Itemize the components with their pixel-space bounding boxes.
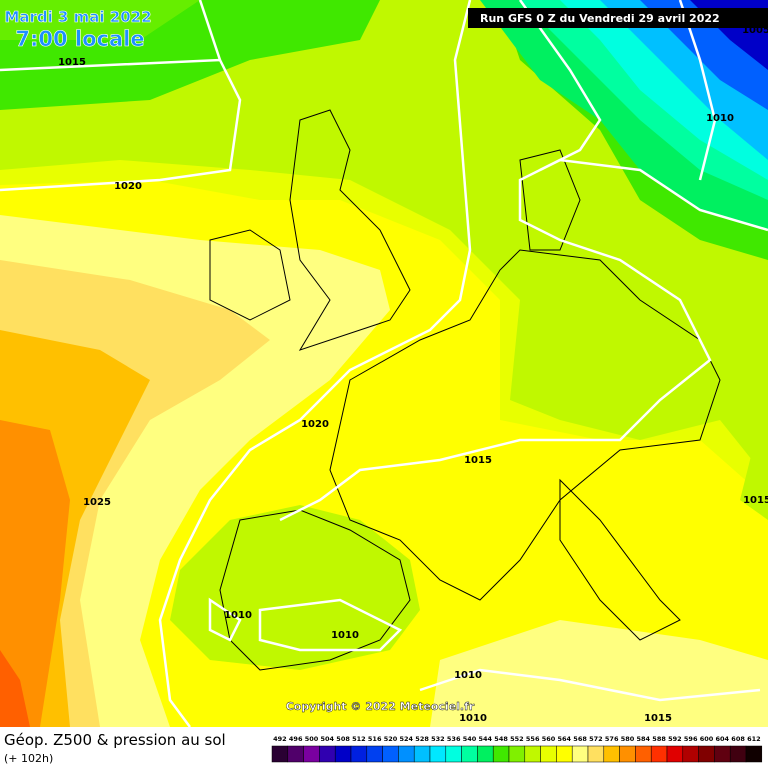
legend-swatch [666, 745, 684, 763]
legend-swatch [587, 745, 605, 763]
isobars [0, 0, 768, 702]
legend-swatch [745, 745, 763, 763]
legend-label: 592 [668, 735, 682, 743]
legend-swatch [445, 745, 462, 763]
legend-label: 552 [510, 735, 524, 743]
legend-swatch [492, 745, 510, 763]
legend-swatch [556, 745, 573, 763]
legend-label: 600 [700, 735, 714, 743]
legend-label: 524 [400, 735, 414, 743]
coastlines [209, 109, 721, 671]
legend-swatch [682, 745, 699, 763]
legend-label: 496 [289, 735, 303, 743]
legend: 492 496 500 504 508 512 516 520 524 528 532 536 540 5… [271, 735, 763, 763]
run-box [468, 8, 768, 28]
legend-label: 572 [589, 735, 603, 743]
legend-label: 604 [716, 735, 730, 743]
time: 7:00 locale [15, 27, 144, 51]
legend-label: 540 [463, 735, 477, 743]
legend-swatch [698, 745, 715, 763]
copyright: Copyright © 2022 Meteociel.fr [286, 700, 475, 713]
isobar-label: 1015 [743, 495, 768, 506]
legend-label: 528 [415, 735, 429, 743]
legend-swatch [398, 745, 415, 763]
isobar-label: 1010 [454, 670, 482, 681]
date: Mardi 3 mai 2022 [4, 8, 151, 26]
legend-swatch [271, 745, 289, 763]
legend-swatch [508, 745, 526, 763]
legend-label: 568 [573, 735, 587, 743]
isobar-label: 1005 [742, 25, 768, 36]
legend-swatch [619, 745, 636, 763]
legend-swatch [382, 745, 399, 763]
isobar-label: 1015 [58, 57, 86, 68]
legend-label: 584 [637, 735, 651, 743]
footer-title: Géop. Z500 & pression au sol [4, 731, 226, 749]
legend-label: 556 [526, 735, 540, 743]
legend-label: 492 [273, 735, 287, 743]
legend-swatch [477, 745, 494, 763]
legend-label: 612 [747, 735, 761, 743]
footer-lead: (+ 102h) [4, 752, 53, 765]
legend-label: 576 [605, 735, 619, 743]
legend-label: 532 [431, 735, 445, 743]
legend-swatch [650, 745, 668, 763]
legend-label: 504 [321, 735, 335, 743]
legend-swatch [714, 745, 731, 763]
legend-label: 580 [621, 735, 635, 743]
legend-label: 516 [368, 735, 382, 743]
legend-swatch [413, 745, 431, 763]
legend-swatch [603, 745, 620, 763]
legend-swatch [350, 745, 368, 763]
isobar-label: 1015 [644, 713, 672, 724]
field [0, 0, 768, 727]
legend-label: 608 [731, 735, 745, 743]
legend-swatch [287, 745, 304, 763]
isobar-label: 1010 [224, 610, 252, 621]
isobar-label: 1010 [331, 630, 359, 641]
legend-label: 536 [447, 735, 461, 743]
isobar-label: 1020 [114, 181, 142, 192]
isobar-label: 1010 [706, 113, 734, 124]
legend-label: 512 [352, 735, 366, 743]
legend-label: 544 [479, 735, 493, 743]
isobar-label: 1010 [459, 713, 487, 724]
legend-label: 508 [336, 735, 350, 743]
isobar-label: 1020 [301, 419, 329, 430]
legend-label: 564 [558, 735, 572, 743]
isobar-label: 1025 [83, 497, 111, 508]
legend-label: 588 [652, 735, 666, 743]
legend-label: 520 [384, 735, 398, 743]
legend-label: 560 [542, 735, 556, 743]
legend-swatch [729, 745, 747, 763]
isobar-labels: 1015 1020 1025 1020 1015 1010 1010 1010 … [58, 25, 768, 724]
legend-swatch [461, 745, 478, 763]
legend-label: 596 [684, 735, 698, 743]
legend-swatch [366, 745, 383, 763]
run: Run GFS 0 Z du Vendredi 29 avril 2022 [480, 12, 720, 25]
legend-swatch [303, 745, 320, 763]
legend-swatch [540, 745, 557, 763]
legend-swatch [571, 745, 589, 763]
legend-swatch [429, 745, 447, 763]
legend-label: 500 [305, 735, 319, 743]
legend-swatch [334, 745, 352, 763]
legend-swatch [319, 745, 336, 763]
legend-swatch [635, 745, 652, 763]
legend-label: 548 [494, 735, 508, 743]
isobar-label: 1015 [464, 455, 492, 466]
legend-swatch [524, 745, 541, 763]
